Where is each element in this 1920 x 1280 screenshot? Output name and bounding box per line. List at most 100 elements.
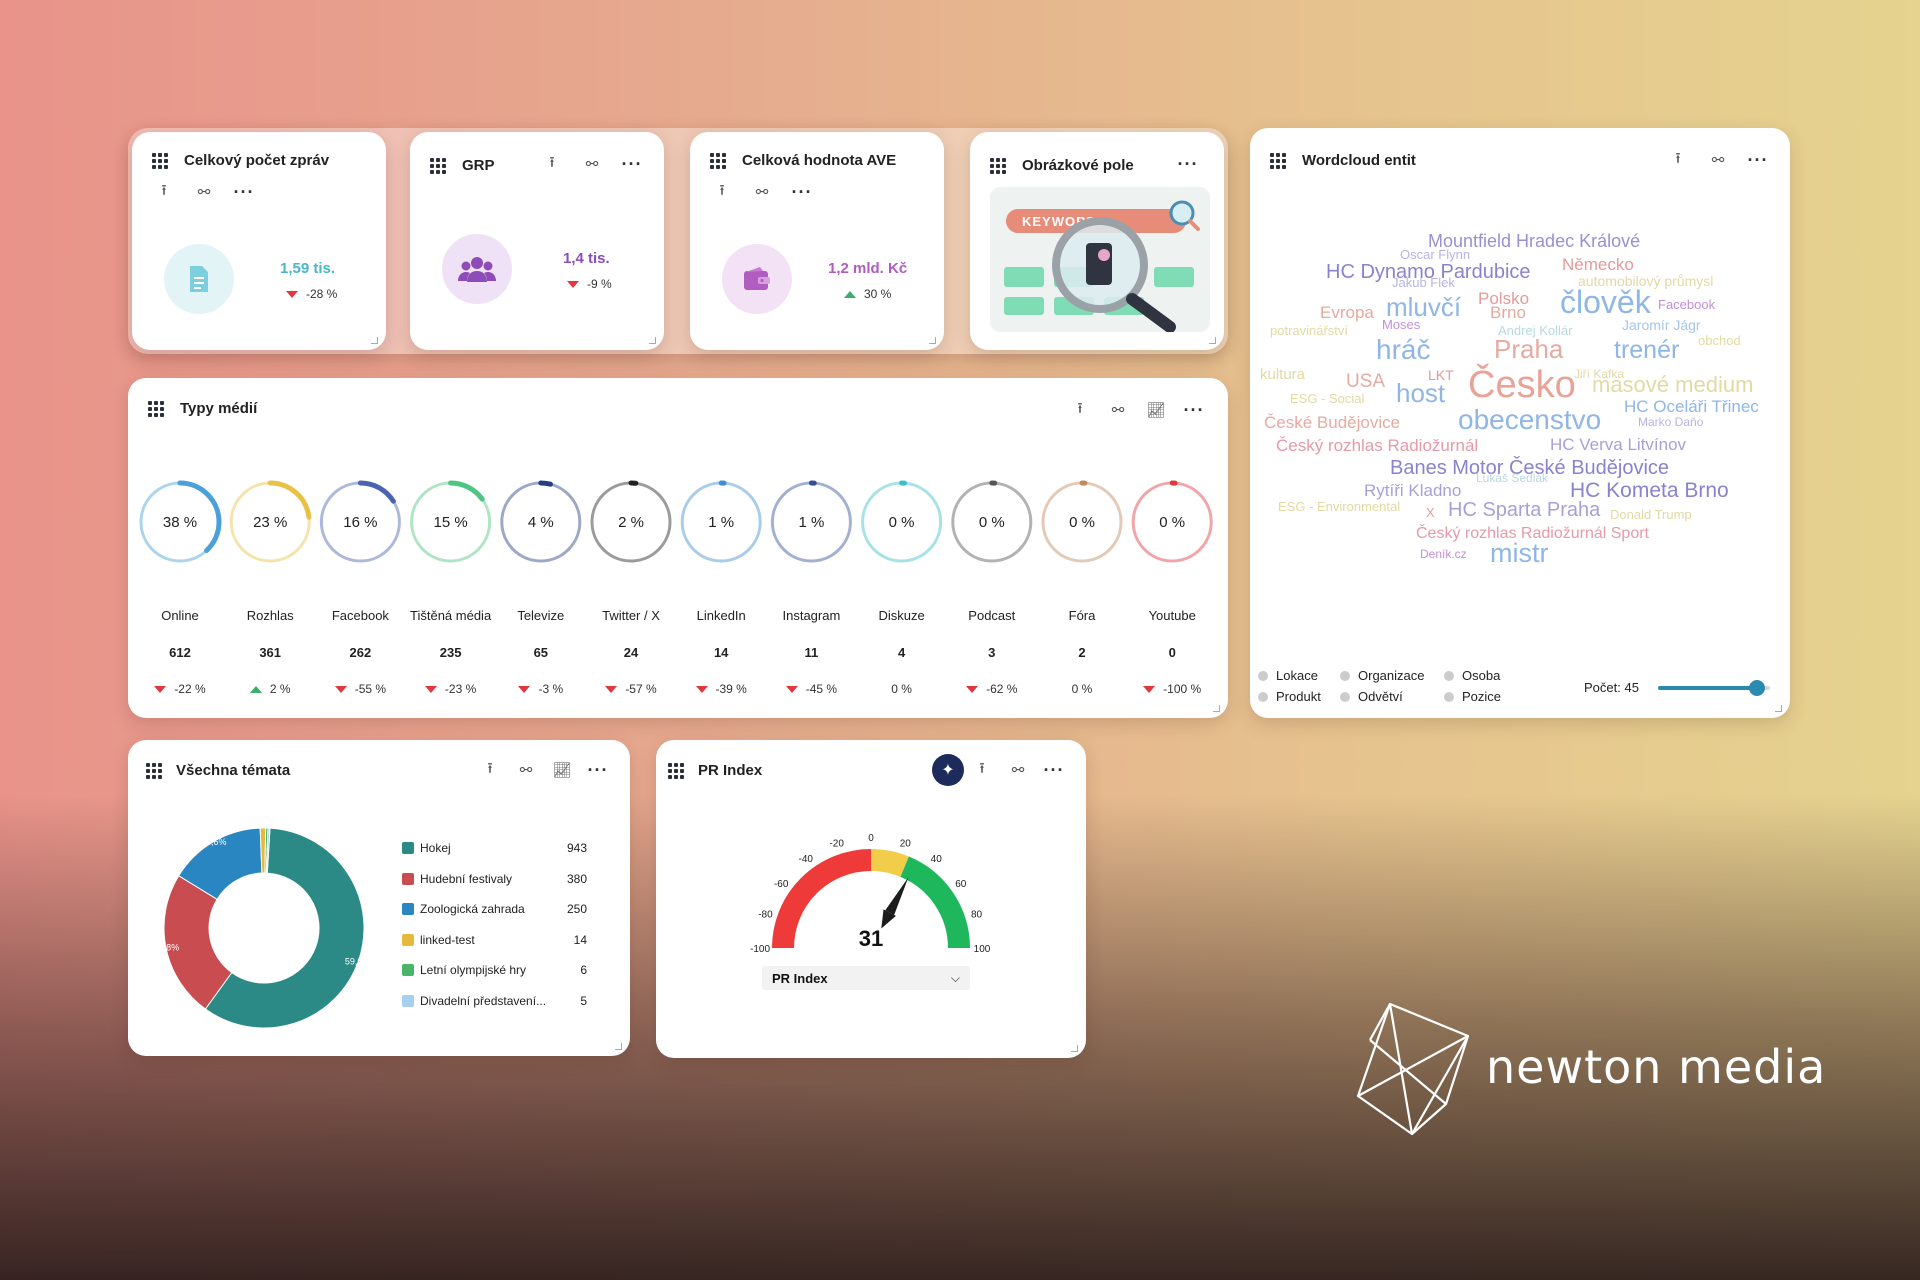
media-type-column[interactable]: Tištěná média 235 -23 %	[406, 608, 496, 696]
wordcloud-word[interactable]: Praha	[1494, 334, 1564, 364]
line-chart-icon[interactable]: 📈︎	[552, 762, 572, 779]
wordcloud-word[interactable]: kultura	[1260, 366, 1306, 383]
media-type-column[interactable]: Fóra 2 0 %	[1037, 608, 1127, 696]
wordcloud-word[interactable]: mluvčí	[1386, 292, 1462, 322]
export-icon[interactable]: ⭱	[161, 181, 167, 199]
wordcloud-word[interactable]: Český rozhlas Radiožurnál	[1276, 436, 1479, 455]
wordcloud-word[interactable]: Německo	[1562, 255, 1634, 274]
export-icon[interactable]: ⭱	[549, 153, 555, 171]
wordcloud-word[interactable]: Polsko	[1478, 289, 1530, 308]
wordcloud-word[interactable]: LKT	[1428, 367, 1454, 383]
export-icon[interactable]: ⭱	[1077, 399, 1083, 417]
wordcloud-word[interactable]: ESG - Social	[1290, 391, 1365, 406]
drag-grid-icon[interactable]	[430, 157, 446, 174]
filter-icon[interactable]: ⚯	[755, 184, 769, 201]
count-slider[interactable]	[1658, 680, 1770, 696]
media-type-column[interactable]: LinkedIn 14 -39 %	[676, 608, 766, 696]
topic-legend-item[interactable]: Zoologická zahrada 250	[402, 902, 587, 916]
legend-item[interactable]: Odvětví	[1340, 689, 1444, 704]
media-type-column[interactable]: Podcast 3 -62 %	[947, 608, 1037, 696]
line-chart-icon[interactable]: 📈︎	[1146, 402, 1166, 419]
media-type-column[interactable]: Twitter / X 24 -57 %	[586, 608, 676, 696]
filter-icon[interactable]: ⚯	[1111, 402, 1125, 419]
wordcloud-word[interactable]: obchod	[1698, 333, 1741, 348]
ai-sparkle-button[interactable]: ✦	[932, 754, 964, 786]
export-icon[interactable]: ⭱	[487, 759, 493, 777]
wordcloud-word[interactable]: Deník.cz	[1420, 547, 1467, 561]
wordcloud-word[interactable]: Evropa	[1320, 303, 1374, 322]
filter-icon[interactable]: ⚯	[519, 762, 533, 779]
wordcloud-word[interactable]: Moses	[1382, 317, 1421, 332]
drag-grid-icon[interactable]	[990, 157, 1006, 174]
legend-item[interactable]: Osoba	[1444, 668, 1534, 683]
wordcloud-word[interactable]: Facebook	[1658, 297, 1716, 312]
wordcloud-word[interactable]: HC Sparta Praha	[1448, 499, 1601, 521]
drag-grid-icon[interactable]	[668, 762, 684, 779]
more-menu-icon[interactable]: ···	[621, 154, 643, 174]
filter-icon[interactable]: ⚯	[585, 156, 599, 173]
wordcloud-word[interactable]: hráč	[1376, 334, 1431, 365]
wordcloud-word[interactable]: X	[1426, 505, 1435, 520]
resize-handle[interactable]	[1071, 1045, 1078, 1052]
export-icon[interactable]: ⭱	[979, 759, 985, 777]
wordcloud-word[interactable]: automobilový průmysl	[1578, 273, 1714, 289]
wordcloud-word[interactable]: Lukáš Sedlák	[1476, 471, 1549, 485]
resize-handle[interactable]	[649, 337, 656, 344]
resize-handle[interactable]	[615, 1043, 622, 1050]
resize-handle[interactable]	[1209, 337, 1216, 344]
filter-icon[interactable]: ⚯	[1711, 152, 1725, 169]
wordcloud-word[interactable]: HC Kometa Brno	[1570, 479, 1729, 502]
more-menu-icon[interactable]: ···	[1043, 760, 1065, 780]
wordcloud-word[interactable]: Brno	[1490, 303, 1526, 322]
pr-index-dropdown[interactable]: PR Index ⌵	[762, 966, 970, 990]
wordcloud-word[interactable]: HC Dynamo Pardubice	[1326, 261, 1531, 283]
media-type-column[interactable]: Facebook 262 -55 %	[315, 608, 405, 696]
wordcloud-word[interactable]: potravinářství	[1270, 323, 1349, 338]
resize-handle[interactable]	[371, 337, 378, 344]
media-type-column[interactable]: Televize 65 -3 %	[496, 608, 586, 696]
drag-grid-icon[interactable]	[148, 400, 164, 417]
topic-legend-item[interactable]: Divadelní představení... 5	[402, 994, 587, 1008]
legend-item[interactable]: Organizace	[1340, 668, 1444, 683]
wordcloud-word[interactable]: Marko Daňo	[1638, 415, 1704, 429]
wordcloud-word[interactable]: Jaromír Jágr	[1622, 317, 1701, 333]
media-type-column[interactable]: Diskuze 4 0 %	[857, 608, 947, 696]
topic-legend-item[interactable]: linked-test 14	[402, 933, 587, 947]
resize-handle[interactable]	[1213, 705, 1220, 712]
more-menu-icon[interactable]: ···	[791, 182, 813, 202]
wordcloud-word[interactable]: mistr	[1490, 538, 1549, 568]
more-menu-icon[interactable]: ···	[587, 760, 609, 780]
topic-legend-item[interactable]: Hudební festivaly 380	[402, 872, 587, 886]
wordcloud-word[interactable]: České Budějovice	[1264, 413, 1401, 432]
wordcloud-word[interactable]: Jiří Kafka	[1574, 367, 1625, 381]
wordcloud-word[interactable]: HC Verva Litvínov	[1550, 435, 1687, 454]
wordcloud-word[interactable]: obecenstvo	[1458, 404, 1602, 435]
wordcloud-word[interactable]: USA	[1346, 371, 1386, 392]
wordcloud-word[interactable]: člověk	[1560, 284, 1651, 320]
resize-handle[interactable]	[1775, 705, 1782, 712]
legend-item[interactable]: Pozice	[1444, 689, 1534, 704]
media-type-column[interactable]: Instagram 11 -45 %	[766, 608, 856, 696]
wordcloud-word[interactable]: Oscar Flynn	[1400, 247, 1471, 262]
wordcloud-word[interactable]: masové medium	[1592, 372, 1754, 397]
more-menu-icon[interactable]: ···	[233, 182, 255, 202]
wordcloud-word[interactable]: Mountfield Hradec Králové	[1428, 231, 1641, 251]
topic-legend-item[interactable]: Letní olympijské hry 6	[402, 963, 587, 977]
media-type-column[interactable]: Youtube 0 -100 %	[1127, 608, 1217, 696]
wordcloud-word[interactable]: Donald Trump	[1610, 507, 1692, 522]
more-menu-icon[interactable]: ···	[1183, 400, 1205, 420]
drag-grid-icon[interactable]	[152, 152, 168, 169]
legend-item[interactable]: Lokace	[1258, 668, 1340, 683]
filter-icon[interactable]: ⚯	[197, 184, 211, 201]
wordcloud-word[interactable]: Jakub Flek	[1392, 275, 1455, 290]
wordcloud-word[interactable]: Rytíři Kladno	[1364, 481, 1462, 500]
more-menu-icon[interactable]: ···	[1747, 150, 1769, 170]
drag-grid-icon[interactable]	[146, 762, 162, 779]
wordcloud-word[interactable]: HC Oceláři Třinec	[1624, 397, 1759, 416]
media-type-column[interactable]: Online 612 -22 %	[135, 608, 225, 696]
topic-legend-item[interactable]: Hokej 943	[402, 841, 587, 855]
export-icon[interactable]: ⭱	[719, 181, 725, 199]
export-icon[interactable]: ⭱	[1675, 149, 1681, 167]
drag-grid-icon[interactable]	[1270, 152, 1286, 169]
wordcloud-word[interactable]: Andrej Kollár	[1498, 323, 1573, 338]
